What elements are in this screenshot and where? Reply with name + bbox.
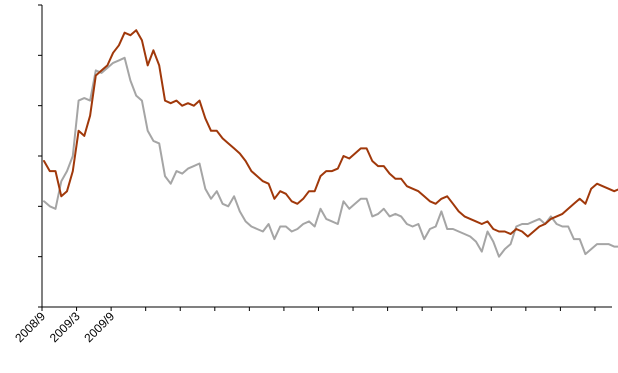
x-tick-label: 2008/9 <box>12 309 48 345</box>
series-layer <box>43 29 618 258</box>
x-ticks <box>41 307 596 311</box>
x-tick-label: 2009/9 <box>81 309 117 345</box>
series-line <box>43 29 618 238</box>
y-ticks <box>38 4 42 308</box>
axes <box>41 5 612 308</box>
series-line <box>43 56 618 258</box>
x-tick-label: 2009/3 <box>47 309 83 345</box>
